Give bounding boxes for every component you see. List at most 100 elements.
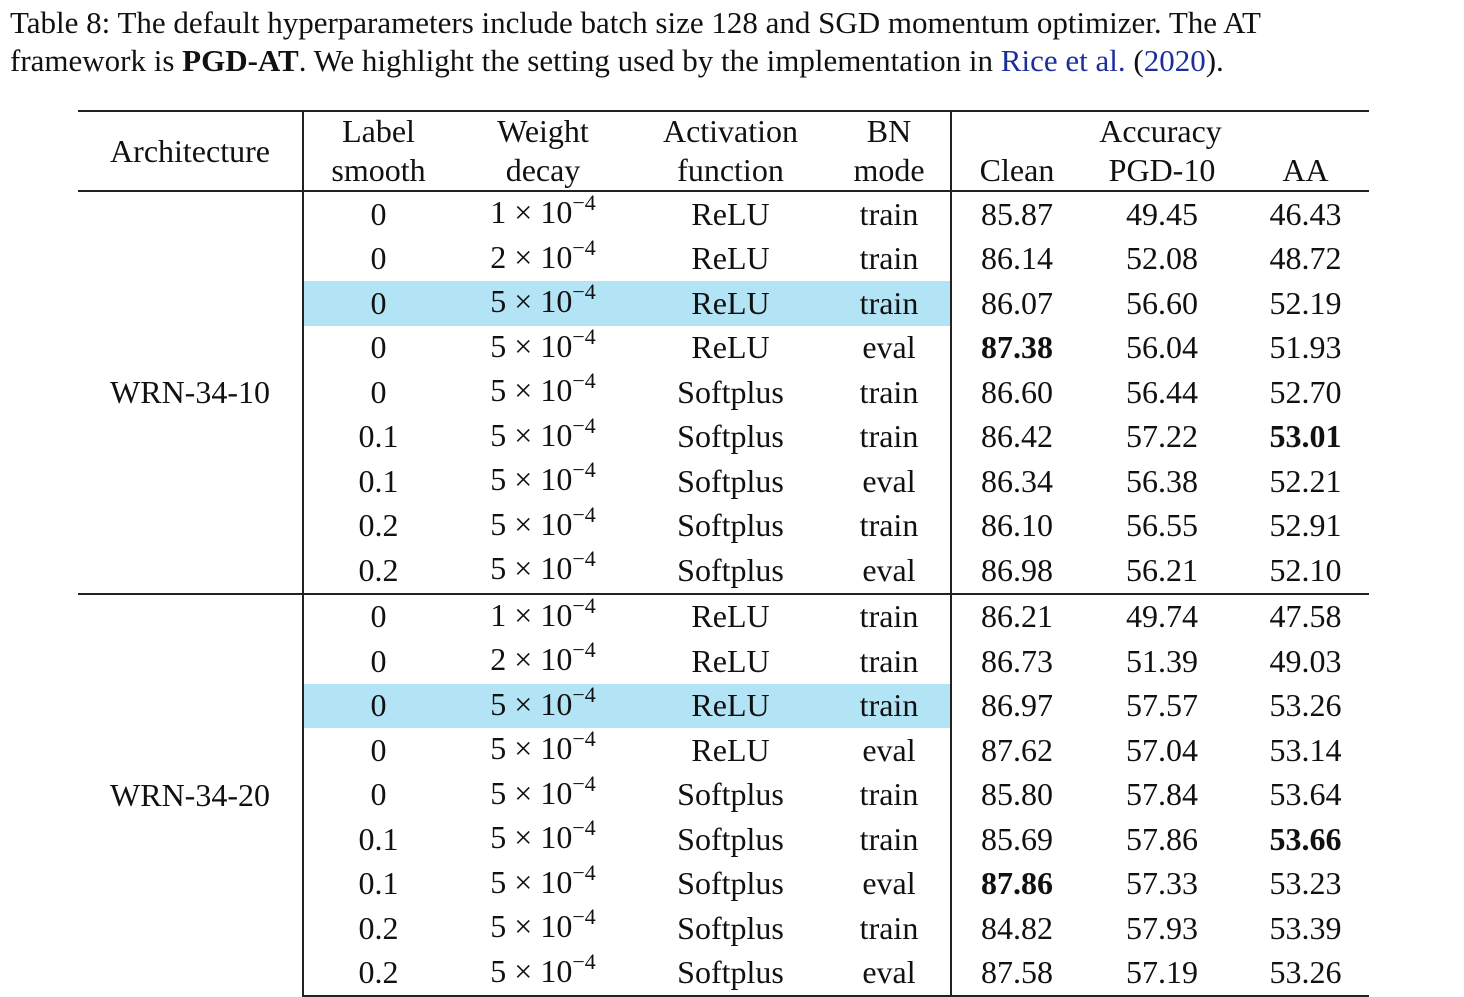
aa-accuracy-cell: 49.03 [1269, 642, 1342, 679]
architecture-cell: WRN-34-10 [110, 373, 270, 410]
weight-decay-cell: 2 × 10−4 [453, 637, 633, 684]
weight-decay-cell: 5 × 10−4 [453, 412, 633, 460]
weight-decay-base: 5 × 10 [490, 819, 573, 855]
label-smooth-cell: 0 [302, 772, 453, 817]
weight-decay-exponent: −4 [572, 904, 596, 929]
table-row: 0.1 5 × 10−4 Softplus eval 86.34 56.38 52.21 [78, 457, 1369, 504]
clean-accuracy-cell: 87.62 [950, 728, 1082, 773]
label-smooth-cell: 0.2 [302, 906, 453, 951]
weight-decay-base: 5 × 10 [490, 550, 573, 586]
weight-decay-base: 5 × 10 [490, 372, 573, 408]
header-accuracy: Accuracy [949, 110, 1370, 151]
header-pgd10: PGD-10 [1082, 151, 1242, 192]
aa-accuracy-cell: 53.66 [1269, 820, 1342, 857]
label-smooth-cell: 0.1 [302, 817, 453, 862]
aa-accuracy-cell: 53.39 [1269, 909, 1342, 946]
clean-accuracy-cell: 85.80 [950, 772, 1082, 817]
citation-link-year[interactable]: 2020 [1143, 43, 1206, 78]
table-body: WRN-34-10 0 1 × 10−4 ReLU train 85.87 49.45 46.… [78, 190, 1370, 997]
activation-cell: ReLU [691, 642, 770, 679]
aa-accuracy-cell: 48.72 [1269, 240, 1342, 276]
bn-mode-cell: train [859, 642, 919, 679]
weight-decay-cell: 5 × 10−4 [453, 324, 633, 371]
aa-accuracy-cell: 52.70 [1269, 373, 1342, 410]
clean-accuracy-cell: 86.97 [950, 683, 1082, 728]
activation-cell: ReLU [633, 683, 828, 728]
label-smooth-cell: 0.1 [302, 861, 453, 906]
aa-accuracy-cell: 53.64 [1269, 776, 1342, 812]
clean-accuracy-cell: 84.82 [950, 906, 1082, 951]
table-row: 0.2 5 × 10−4 Softplus train 84.82 57.93 53.39 [78, 904, 1369, 951]
weight-decay-cell: 5 × 10−4 [453, 726, 633, 773]
caption-text-2: framework is [10, 43, 183, 78]
bn-mode-cell: eval [862, 329, 916, 365]
label-smooth-cell: 0 [302, 728, 453, 773]
header-aa: AA [1242, 151, 1370, 192]
weight-decay-cell: 5 × 10−4 [453, 771, 633, 818]
bn-mode-cell: eval [828, 950, 951, 997]
activation-cell: Softplus [677, 776, 784, 812]
table-row: 0.1 5 × 10−4 Softplus eval 87.86 57.33 53.23 [78, 860, 1369, 906]
weight-decay-cell: 2 × 10−4 [453, 235, 633, 282]
table-row: WRN-34-10 0 1 × 10−4 ReLU train 85.87 49.45 46.… [78, 190, 1369, 410]
bn-mode-cell: eval [862, 865, 916, 901]
weight-decay-base: 5 × 10 [490, 461, 573, 497]
weight-decay-exponent: −4 [572, 948, 596, 974]
header-bn-2: mode [828, 151, 951, 192]
pgd10-accuracy-cell: 56.55 [1126, 507, 1198, 543]
weight-decay-cell: 1 × 10−4 [453, 593, 633, 639]
weight-decay-exponent: −4 [572, 815, 596, 840]
weight-decay-base: 1 × 10 [490, 596, 573, 633]
results-table: Architecture Label Weight Activation BN … [78, 110, 1370, 997]
bn-mode-cell: eval [862, 551, 916, 588]
weight-decay-base: 2 × 10 [490, 238, 573, 275]
table-row: 0.1 5 × 10−4 Softplus train 86.42 57.22 53.01 [78, 412, 1369, 460]
weight-decay-cell: 1 × 10−4 [453, 190, 633, 237]
results-table-container: Architecture Label Weight Activation BN … [78, 110, 1370, 997]
pgd10-accuracy-cell: 51.39 [1126, 642, 1198, 679]
table-header: Architecture Label Weight Activation BN … [78, 110, 1370, 192]
aa-accuracy-cell: 46.43 [1269, 195, 1342, 232]
clean-accuracy-cell: 86.34 [950, 459, 1082, 504]
bn-mode-cell: train [828, 281, 951, 326]
activation-cell: ReLU [691, 329, 770, 365]
pgd10-accuracy-cell: 57.33 [1126, 865, 1198, 901]
weight-decay-exponent: −4 [572, 681, 596, 707]
header-label-smooth-1: Label [302, 110, 453, 151]
weight-decay-base: 5 × 10 [490, 863, 573, 900]
table-caption: Table 8: The default hyperparameters inc… [10, 4, 1458, 80]
header-row-2: smooth decay function mode Clean PGD-10 … [78, 151, 1370, 192]
weight-decay-exponent: −4 [572, 726, 596, 751]
caption-text-4: ( [1125, 43, 1144, 78]
clean-accuracy-cell: 87.58 [950, 950, 1082, 997]
bn-mode-cell: train [859, 820, 919, 857]
activation-cell: ReLU [691, 195, 770, 232]
pgd10-accuracy-cell: 49.45 [1126, 195, 1198, 232]
label-smooth-cell: 0 [302, 639, 453, 684]
header-weight-decay-1: Weight [453, 110, 633, 151]
clean-accuracy-cell: 86.73 [950, 639, 1082, 684]
label-smooth-cell: 0 [302, 325, 453, 370]
citation-link-authors[interactable]: Rice et al. [1000, 43, 1126, 78]
weight-decay-base: 5 × 10 [490, 685, 573, 722]
header-architecture: Architecture [78, 110, 303, 192]
weight-decay-base: 5 × 10 [490, 730, 573, 766]
architecture-cell: WRN-34-20 [78, 592, 303, 996]
activation-cell: ReLU [633, 281, 828, 326]
pgd10-accuracy-cell: 57.86 [1126, 820, 1198, 857]
weight-decay-base: 5 × 10 [490, 327, 573, 364]
label-smooth-cell: 0 [302, 592, 453, 639]
header-weight-decay-2: decay [453, 151, 633, 192]
caption-text-5: ). [1205, 43, 1224, 78]
clean-accuracy-cell: 86.21 [950, 592, 1082, 639]
aa-accuracy-cell: 53.23 [1269, 865, 1342, 901]
weight-decay-exponent: −4 [572, 368, 596, 393]
weight-decay-exponent: −4 [572, 412, 596, 438]
label-smooth-cell: 0.2 [302, 548, 453, 594]
pgd10-accuracy-cell: 57.22 [1126, 418, 1198, 454]
